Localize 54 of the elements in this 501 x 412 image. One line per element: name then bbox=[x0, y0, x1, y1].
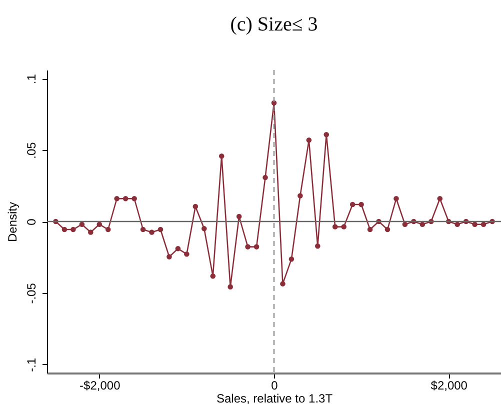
point bbox=[166, 254, 172, 260]
point bbox=[454, 222, 460, 227]
point bbox=[202, 226, 207, 232]
y-tick-label: .05 bbox=[24, 142, 38, 159]
point bbox=[149, 230, 154, 235]
point bbox=[420, 222, 426, 227]
y-tick-label: 0 bbox=[24, 218, 38, 226]
y-tick-label: -.1 bbox=[24, 358, 38, 372]
point bbox=[288, 256, 294, 262]
point bbox=[158, 226, 164, 232]
point bbox=[315, 243, 320, 249]
point bbox=[480, 222, 486, 227]
point bbox=[254, 244, 260, 250]
point bbox=[114, 196, 120, 202]
point bbox=[175, 246, 181, 252]
point bbox=[218, 154, 224, 159]
x-tick-label: -$2,000 bbox=[80, 378, 121, 392]
point bbox=[472, 222, 478, 227]
point bbox=[122, 196, 128, 202]
point bbox=[105, 226, 111, 232]
point bbox=[367, 226, 373, 232]
x-tick-label: 0 bbox=[271, 378, 278, 392]
point bbox=[88, 230, 94, 235]
x-tick-label: $2,000 bbox=[430, 378, 468, 392]
point bbox=[332, 224, 338, 230]
point bbox=[358, 202, 364, 208]
point bbox=[384, 226, 390, 232]
point bbox=[228, 284, 233, 290]
point bbox=[262, 174, 268, 180]
chart-title: (c) Size≤ 3 bbox=[230, 13, 318, 36]
y-tick-label: -.05 bbox=[24, 282, 38, 304]
point bbox=[402, 222, 408, 227]
point bbox=[210, 273, 216, 279]
point bbox=[394, 196, 399, 202]
point bbox=[341, 224, 346, 230]
point bbox=[192, 204, 198, 210]
point bbox=[140, 226, 146, 232]
point bbox=[350, 202, 356, 208]
point bbox=[79, 222, 85, 227]
point bbox=[62, 226, 68, 232]
point bbox=[70, 226, 76, 232]
point bbox=[280, 281, 286, 286]
point bbox=[437, 196, 443, 202]
point bbox=[324, 132, 330, 138]
point bbox=[236, 214, 242, 220]
y-axis-title: Density bbox=[6, 202, 20, 242]
y-tick-label: .1 bbox=[24, 74, 38, 84]
point bbox=[306, 138, 312, 143]
point bbox=[96, 222, 102, 227]
point bbox=[184, 251, 190, 257]
point bbox=[132, 196, 137, 202]
point bbox=[298, 193, 303, 198]
point bbox=[245, 244, 250, 250]
x-axis-title: Sales, relative to 1.3T bbox=[216, 392, 334, 406]
